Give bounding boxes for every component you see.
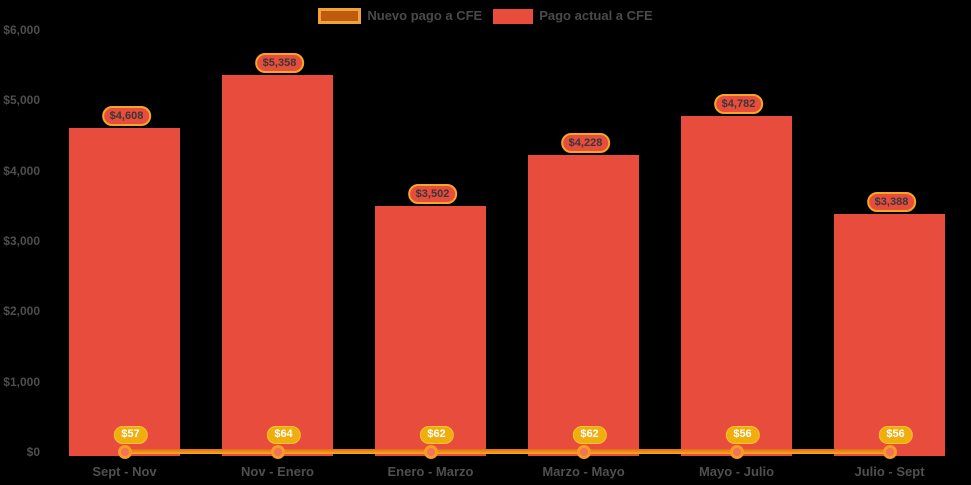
bar-pago-actual[interactable]	[222, 75, 333, 456]
nuevo-pago-point-marker[interactable]	[423, 445, 438, 459]
legend-label-pago-actual: Pago actual a CFE	[539, 8, 653, 23]
nuevo-pago-value-label: $56	[878, 426, 913, 444]
bar-pago-actual[interactable]	[69, 127, 180, 456]
bar-pago-actual[interactable]	[834, 213, 945, 456]
y-tick-label: $6,000	[3, 23, 40, 37]
nuevo-pago-value-label: $57	[113, 426, 148, 444]
y-tick-label: $4,000	[3, 163, 40, 178]
nuevo-pago-value-label: $62	[572, 426, 607, 444]
nuevo-pago-point-marker[interactable]	[117, 445, 132, 459]
nuevo-pago-point-marker[interactable]	[576, 445, 591, 459]
legend-item-pago-actual[interactable]: Pago actual a CFE	[493, 8, 653, 24]
nuevo-pago-value-label: $62	[419, 426, 454, 444]
bar-value-label: $4,608	[101, 105, 152, 126]
x-axis-label: Nov - Enero	[241, 464, 314, 479]
x-axis-label: Julio - Sept	[854, 464, 925, 479]
x-axis-label: Sept - Nov	[92, 464, 157, 479]
nuevo-pago-value-label: $64	[266, 426, 301, 444]
nuevo-pago-value-label: $56	[725, 426, 760, 444]
bar-value-label: $4,782	[713, 93, 764, 114]
bar-value-label: $4,228	[560, 132, 611, 153]
bar-value-label: $3,388	[866, 191, 917, 212]
legend-swatch-nuevo-pago-icon	[318, 8, 362, 24]
x-axis-label: Mayo - Julio	[698, 464, 775, 479]
legend-label-nuevo-pago: Nuevo pago a CFE	[367, 8, 483, 23]
x-axis-label: Enero - Marzo	[387, 464, 474, 479]
bar-pago-actual[interactable]	[375, 205, 486, 456]
bar-pago-actual[interactable]	[681, 115, 792, 456]
nuevo-pago-line	[124, 449, 890, 454]
y-tick-label: $2,000	[3, 304, 40, 319]
y-tick-label: $5,000	[3, 93, 40, 108]
bar-value-label: $5,358	[254, 53, 305, 74]
nuevo-pago-point-marker[interactable]	[270, 445, 285, 459]
y-tick-label: $0	[26, 445, 40, 459]
bar-pago-actual[interactable]	[528, 154, 639, 456]
legend-swatch-pago-actual-icon	[493, 8, 534, 24]
nuevo-pago-point-marker[interactable]	[882, 445, 897, 459]
y-tick-label: $1,000	[3, 374, 40, 389]
bar-value-label: $3,502	[407, 183, 458, 204]
y-tick-label: $3,000	[3, 234, 40, 248]
nuevo-pago-point-marker[interactable]	[729, 445, 744, 459]
chart-legend: Nuevo pago a CFE Pago actual a CFE	[0, 7, 971, 25]
legend-item-nuevo-pago[interactable]: Nuevo pago a CFE	[318, 8, 482, 24]
x-axis-label: Marzo - Mayo	[542, 464, 625, 479]
